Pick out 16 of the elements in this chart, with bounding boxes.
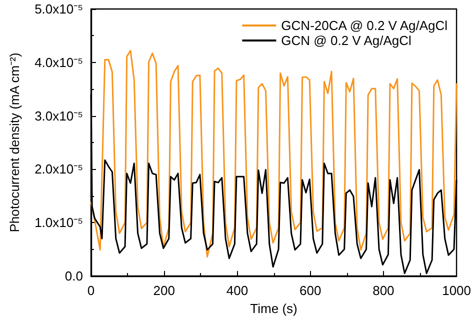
x-tick-label: 200 <box>153 283 175 298</box>
y-tick-label: 5.0x10⁻⁵ <box>34 2 83 16</box>
y-tick-label: 0.0 <box>64 268 83 284</box>
y-tick-label: 2.0x10⁻⁵ <box>34 162 83 177</box>
x-axis-title: Time (s) <box>250 300 298 316</box>
legend-label: GCN @ 0.2 V Ag/AgCl <box>281 33 412 48</box>
y-tick-label: 1.0x10⁻⁵ <box>34 215 83 230</box>
x-tick-label: 400 <box>226 283 248 298</box>
y-tick-label: 3.0x10⁻⁵ <box>34 108 83 124</box>
legend-label: GCN-20CA @ 0.2 V Ag/AgCl <box>281 18 448 33</box>
x-tick-label: 1000 <box>442 283 471 298</box>
x-tick-label: 800 <box>372 283 394 298</box>
x-tick-label: 600 <box>299 283 322 298</box>
y-axis-title: Photocurrent density (mA cm⁻²) <box>7 52 22 232</box>
x-tick-label: 0 <box>87 283 95 298</box>
y-tick-label: 4.0x10⁻⁵ <box>34 54 83 70</box>
